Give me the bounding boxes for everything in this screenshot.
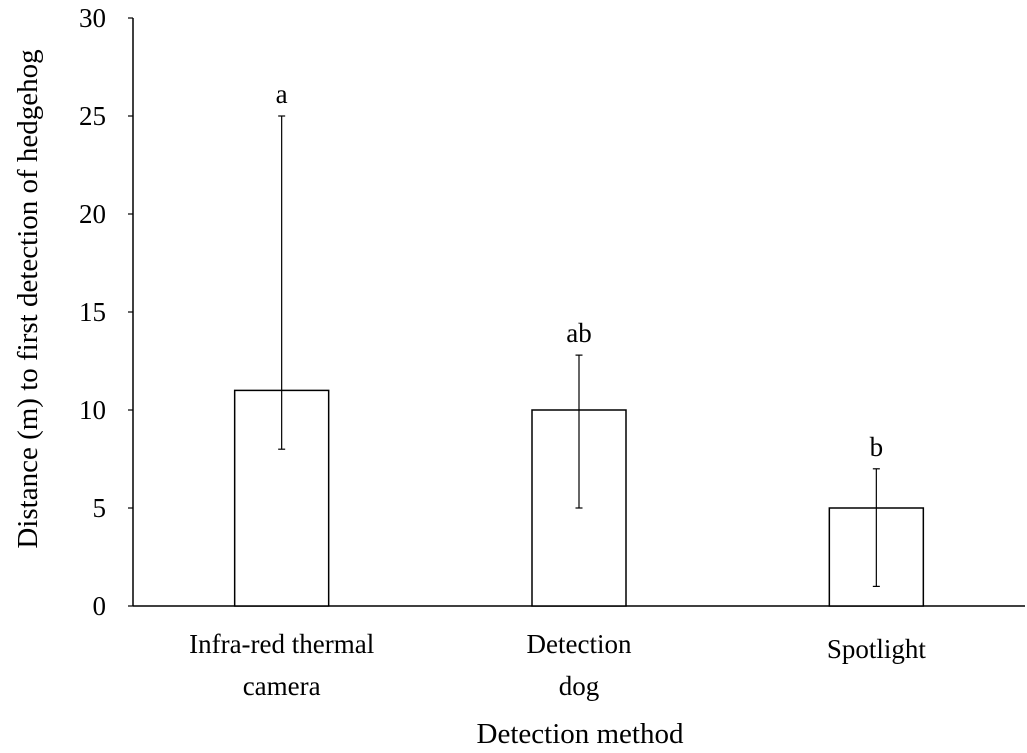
y-tick-label: 15	[79, 297, 106, 327]
category-labels: Infra-red thermal camera Detection dog Spotl…	[189, 629, 926, 701]
category-label: Detection	[527, 629, 632, 659]
x-axis-title: Detection method	[477, 718, 684, 750]
category-label: Spotlight	[827, 634, 927, 664]
significance-label: b	[870, 432, 884, 462]
y-tick-label: 20	[79, 199, 106, 229]
y-tick-label: 10	[79, 395, 106, 425]
y-tick-label: 25	[79, 101, 106, 131]
y-axis-title: Distance (m) to first detection of hedge…	[12, 49, 44, 548]
category-label: Infra-red thermal	[189, 629, 374, 659]
significance-label: a	[276, 79, 288, 109]
significance-label: ab	[566, 318, 591, 348]
bars: a ab b	[233, 79, 925, 607]
category-label: dog	[559, 671, 600, 701]
y-tick-label: 5	[93, 493, 107, 523]
y-tick-label: 0	[93, 591, 107, 621]
category-label: camera	[243, 671, 321, 701]
y-axis: 0 5 10 15 20 25 30	[79, 3, 134, 621]
y-tick-label: 30	[79, 3, 106, 33]
